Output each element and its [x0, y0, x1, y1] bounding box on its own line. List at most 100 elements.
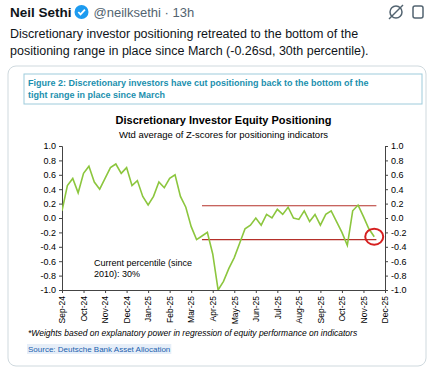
x-axis-tick-mark — [256, 290, 257, 293]
y-axis-tick: 0.0 — [43, 213, 62, 223]
source: Source: Deutsche Bank Asset Allocation — [28, 345, 170, 354]
x-axis-tick-label: May-25 — [229, 296, 239, 325]
tweet-text: Discretionary investor positioning retre… — [10, 27, 358, 41]
x-axis-tick: Nov-25 — [359, 290, 369, 323]
y2-axis-tick-label: -0.8 — [391, 271, 407, 281]
y-axis-tick-mark — [59, 204, 62, 205]
x-axis-tick-label: Nov-25 — [359, 296, 369, 324]
x-axis-tick-mark — [148, 290, 149, 293]
y2-axis-tick: -0.6 — [385, 257, 407, 267]
y-axis-tick-mark — [59, 247, 62, 248]
y-axis-tick-mark — [59, 290, 62, 291]
y-axis: 1.00.80.60.40.20.0-0.2-0.4-0.6-0.8-1.0 — [40, 141, 62, 295]
x-axis-line — [63, 291, 386, 294]
y2-axis-tick: -0.8 — [385, 271, 407, 281]
x-axis-tick: Jun-25 — [251, 290, 261, 322]
y-axis-tick: -0.8 — [40, 271, 62, 281]
badge-check — [78, 10, 85, 15]
y2-axis-tick-label: -0.2 — [391, 228, 407, 238]
y-axis-tick-label: 0.6 — [43, 170, 56, 180]
range-line — [202, 239, 376, 240]
x-axis-tick: Dec-24 — [122, 290, 132, 323]
x-axis-tick: Oct-24 — [79, 290, 89, 322]
y-axis-tick: -0.4 — [40, 242, 62, 252]
y2-axis-tick: 1.0 — [385, 141, 404, 151]
badge-circle — [75, 5, 89, 19]
y-axis-tick-label: -0.2 — [40, 228, 56, 238]
y-axis-tick: 1.0 — [43, 141, 62, 151]
x-axis-tick: Mar-25 — [186, 290, 196, 323]
icon-box — [413, 6, 423, 18]
y2-axis-tick-label: -0.4 — [391, 242, 407, 252]
y-axis-tick-mark — [59, 175, 62, 176]
footnote: *Weights based on explanatory power in r… — [28, 328, 358, 338]
y2-axis-tick-label: -0.6 — [391, 257, 407, 267]
plot-area — [62, 164, 383, 290]
y2-axis-tick-mark — [385, 175, 388, 176]
y-axis-tick-mark — [59, 189, 62, 190]
x-axis-tick: Jan-25 — [143, 290, 153, 322]
y-axis-tick-label: -1.0 — [40, 285, 56, 295]
y-axis-tick-label: -0.4 — [40, 242, 56, 252]
x-axis-tick-mark — [127, 290, 128, 293]
y-axis-tick-label: -0.6 — [40, 257, 56, 267]
chart-card — [8, 66, 426, 366]
x-axis-tick-label: Jun-25 — [251, 296, 261, 322]
x-axis-tick-mark — [385, 290, 386, 293]
y2-axis-tick: 0.2 — [385, 199, 404, 209]
y2-axis-tick-mark — [385, 261, 388, 262]
tweet-text: positioning range in place since March (… — [10, 44, 369, 58]
icon-slash — [389, 5, 403, 19]
x-axis-tick-label: Jan-25 — [143, 296, 153, 322]
range-line — [202, 205, 376, 206]
y-axis-tick: 0.4 — [43, 185, 62, 195]
x-axis-tick-label: Apr-25 — [208, 296, 218, 322]
x-axis-tick-mark — [105, 290, 106, 293]
x-axis-tick-label: Feb-25 — [165, 296, 175, 323]
y2-axis-tick-mark — [385, 232, 388, 233]
x-axis-tick-mark — [277, 290, 278, 293]
icon-ring — [390, 6, 402, 18]
y-axis-tick-mark — [59, 218, 62, 219]
chart-title: Discretionary Investor Equity Positionin… — [116, 114, 332, 126]
bookmark-icon[interactable] — [413, 6, 423, 18]
x-axis-tick: Apr-25 — [208, 290, 218, 322]
author-meta[interactable]: @neilksethi · 13h — [94, 5, 195, 20]
y-axis-tick-mark — [59, 160, 62, 161]
y2-axis-tick: 0.8 — [385, 156, 404, 166]
y2-axis-tick-label: 0.6 — [391, 170, 404, 180]
annotation: 2010): 30% — [94, 269, 140, 279]
y-axis-tick-mark — [59, 232, 62, 233]
x-axis: Sep-24Oct-24Nov-24Dec-24Jan-25Feb-25Mar-… — [57, 290, 390, 324]
grok-icon[interactable] — [389, 5, 403, 19]
x-axis-tick-mark — [342, 290, 343, 293]
y-axis-tick: 0.2 — [43, 199, 62, 209]
y-axis-tick-mark — [59, 261, 62, 262]
x-axis-tick: Nov-24 — [100, 290, 110, 323]
x-axis-tick-mark — [191, 290, 192, 293]
y2-axis-tick-mark — [385, 204, 388, 205]
series-line — [62, 164, 374, 290]
y-axis-tick-mark — [59, 276, 62, 277]
y-axis-tick-label: 0.2 — [43, 199, 56, 209]
y2-axis-tick: -0.2 — [385, 228, 407, 238]
x-axis-tick-label: Jul-25 — [273, 296, 283, 319]
y2-axis: 1.00.80.60.40.20.0-0.2-0.4-0.6-0.8-1.0 — [385, 141, 407, 295]
y-axis-tick-label: 0.0 — [43, 213, 56, 223]
y-axis-tick: -0.6 — [40, 257, 62, 267]
y-axis-tick-label: 0.4 — [43, 185, 56, 195]
x-axis-tick-label: Dec-25 — [380, 296, 390, 324]
y2-axis-tick-label: -1.0 — [391, 285, 407, 295]
x-axis-tick: Sep-25 — [316, 290, 326, 323]
y2-axis-tick-mark — [385, 189, 388, 190]
author-name[interactable]: Neil Sethi — [10, 5, 72, 20]
x-axis-tick-mark — [363, 290, 364, 293]
figure-title: tight range in place since March — [28, 90, 165, 100]
y2-axis-tick: -1.0 — [385, 285, 407, 295]
y-axis-tick-label: -0.8 — [40, 271, 56, 281]
x-axis-tick-label: Nov-24 — [100, 296, 110, 324]
x-axis-tick-mark — [299, 290, 300, 293]
y-axis-tick: 0.6 — [43, 170, 62, 180]
x-axis-tick-label: Oct-25 — [337, 296, 347, 322]
x-axis-tick-mark — [84, 290, 85, 293]
